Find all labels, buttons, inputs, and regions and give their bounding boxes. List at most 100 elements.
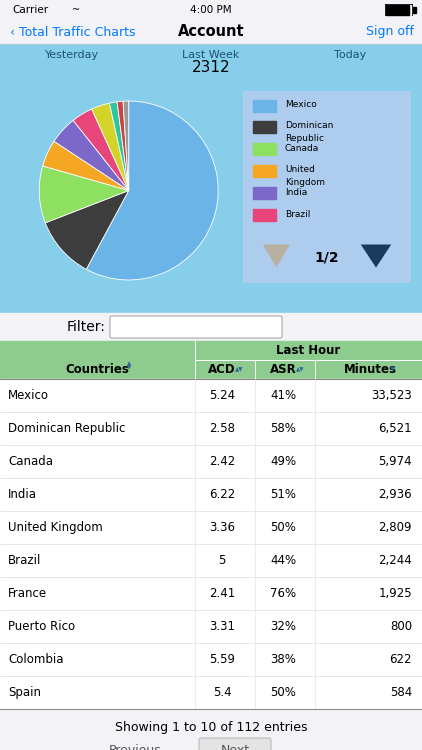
Text: Filter:: Filter: [66,320,105,334]
Text: 5: 5 [218,554,226,567]
Wedge shape [92,104,129,190]
Text: 5.4: 5.4 [213,686,231,699]
Text: Minutes: Minutes [344,363,397,376]
Text: 33,523: 33,523 [371,389,412,402]
Polygon shape [361,244,391,268]
FancyBboxPatch shape [199,738,271,750]
Wedge shape [39,166,129,223]
Text: 3.36: 3.36 [209,521,235,534]
Text: ▲▼: ▲▼ [296,367,305,372]
Text: ▲▼: ▲▼ [235,367,243,372]
Bar [0,676,422,709]
Text: Canada: Canada [8,455,53,468]
Text: 1,925: 1,925 [379,587,412,600]
Text: 5,974: 5,974 [379,455,412,468]
Bar [0,445,422,478]
Text: 5.59: 5.59 [209,653,235,666]
Wedge shape [43,141,129,190]
Bar [385,4,413,16]
Bar [0,44,422,68]
Text: Carrier: Carrier [12,5,48,15]
Text: Account: Account [178,25,244,40]
Text: ACD: ACD [208,363,236,376]
Bar [253,122,276,134]
Text: Last Week: Last Week [182,50,240,60]
Text: Canada: Canada [285,144,319,153]
Bar [386,5,411,15]
FancyBboxPatch shape [110,316,282,338]
Bar [0,577,422,610]
Text: Dominican Republic: Dominican Republic [8,422,125,435]
Text: India: India [8,488,37,501]
Text: United: United [285,165,315,174]
Wedge shape [54,120,129,190]
Bar [0,643,422,676]
Bar [0,0,422,20]
Text: 58%: 58% [270,422,296,435]
Text: ▲
▼: ▲ ▼ [127,361,131,370]
Text: ‹ Total Traffic Charts: ‹ Total Traffic Charts [10,26,135,38]
Text: Next: Next [220,745,249,750]
Bar [0,511,422,544]
Bar [0,412,422,445]
Text: France: France [8,587,47,600]
Wedge shape [117,101,129,190]
Bar [386,5,409,15]
Bar [0,68,422,313]
Text: Puerto Rico: Puerto Rico [8,620,75,633]
FancyBboxPatch shape [239,87,415,286]
Text: 5.24: 5.24 [209,389,235,402]
Text: Mexico: Mexico [285,100,316,109]
Text: 3.31: 3.31 [209,620,235,633]
Text: 6.22: 6.22 [209,488,235,501]
Bar [253,209,276,220]
Bar [0,341,422,379]
Text: 2,244: 2,244 [378,554,412,567]
Text: 41%: 41% [270,389,296,402]
Wedge shape [109,102,129,190]
Wedge shape [123,101,129,190]
Text: Today: Today [334,50,366,60]
Text: 44%: 44% [270,554,296,567]
Bar [413,7,416,13]
Text: ▼: ▼ [390,367,395,373]
Text: 2,936: 2,936 [379,488,412,501]
Text: Dominican: Dominican [285,122,333,130]
Text: 2312: 2312 [192,60,230,75]
Text: Brazil: Brazil [8,554,41,567]
Text: 51%: 51% [270,488,296,501]
Text: 2.41: 2.41 [209,587,235,600]
Bar [253,100,276,112]
Bar [0,313,422,341]
Text: ASR: ASR [270,363,296,376]
Text: 584: 584 [390,686,412,699]
Text: Spain: Spain [8,686,41,699]
Wedge shape [45,190,129,269]
Text: India: India [285,188,307,196]
Text: 2.42: 2.42 [209,455,235,468]
Text: 1/2: 1/2 [315,251,339,265]
Text: 2.58: 2.58 [209,422,235,435]
Bar [0,478,422,511]
Text: ~: ~ [72,5,80,15]
Text: Yesterday: Yesterday [45,50,99,60]
Bar [0,610,422,643]
Wedge shape [73,109,129,190]
Text: Sign off: Sign off [366,26,414,38]
Text: Showing 1 to 10 of 112 entries: Showing 1 to 10 of 112 entries [115,721,307,734]
Text: Colombia: Colombia [8,653,63,666]
Text: Previous: Previous [108,745,161,750]
Text: Countries: Countries [65,363,129,376]
Text: Republic: Republic [285,134,324,143]
Text: Kingdom: Kingdom [285,178,325,187]
Text: 50%: 50% [270,686,296,699]
Text: 38%: 38% [270,653,296,666]
Text: Mexico: Mexico [8,389,49,402]
Polygon shape [263,244,290,268]
Bar [253,165,276,177]
Text: 32%: 32% [270,620,296,633]
Text: Brazil: Brazil [285,209,310,218]
Text: United Kingdom: United Kingdom [8,521,103,534]
Text: 76%: 76% [270,587,296,600]
Text: 622: 622 [390,653,412,666]
